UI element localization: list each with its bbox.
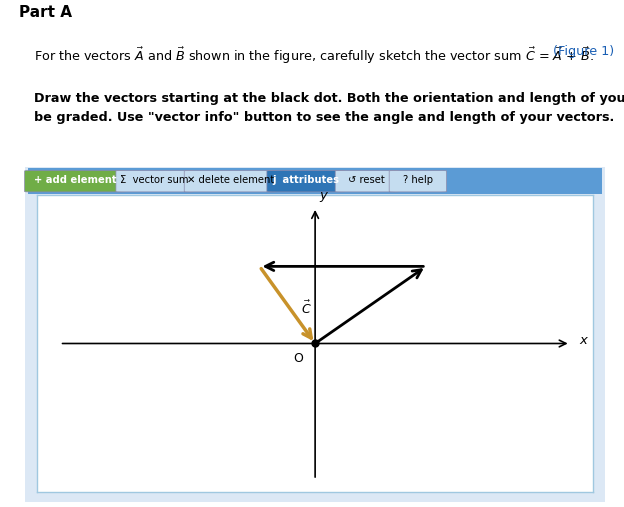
FancyBboxPatch shape (116, 170, 193, 192)
Text: Part A: Part A (19, 5, 72, 20)
Text: ↺ reset: ↺ reset (348, 175, 385, 186)
Text: For the vectors $\vec{A}$ and $\vec{B}$ shown in the figure, carefully sketch th: For the vectors $\vec{A}$ and $\vec{B}$ … (34, 46, 594, 66)
Text: j  attributes: j attributes (272, 175, 339, 186)
Text: x: x (580, 334, 587, 347)
FancyBboxPatch shape (267, 170, 344, 192)
Text: Σ  vector sum: Σ vector sum (120, 175, 189, 186)
Text: O: O (293, 352, 303, 366)
FancyBboxPatch shape (22, 166, 608, 503)
FancyBboxPatch shape (335, 170, 398, 192)
FancyBboxPatch shape (389, 170, 447, 192)
Text: ✕ delete element: ✕ delete element (187, 175, 274, 186)
FancyBboxPatch shape (184, 170, 276, 192)
Text: Draw the vectors starting at the black dot. Both the orientation and length of y: Draw the vectors starting at the black d… (34, 92, 624, 125)
Text: y: y (319, 189, 327, 202)
FancyBboxPatch shape (24, 170, 125, 192)
Text: $\vec{C}$: $\vec{C}$ (301, 299, 311, 316)
Text: (Figure 1): (Figure 1) (553, 46, 615, 58)
Text: + add element: + add element (34, 175, 116, 186)
Text: ? help: ? help (403, 175, 433, 186)
